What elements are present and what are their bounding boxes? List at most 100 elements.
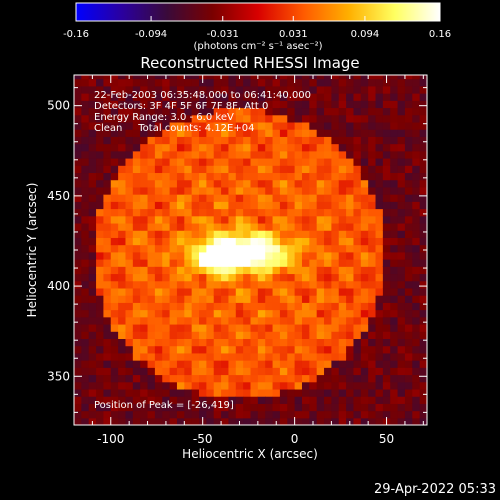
heatmap-pixel [375,309,384,318]
heatmap-pixel [375,259,384,267]
heatmap-pixel [88,222,97,231]
heatmap-pixel [213,302,222,311]
colorbar-ticks: -0.16 -0.094 -0.031 0.031 0.094 0.16 [63,16,451,40]
heatmap-pixel [228,352,237,361]
heatmap-pixel [88,129,97,137]
heatmap-pixel [88,251,97,260]
heatmap-pixel [397,143,406,152]
heatmap-pixel [162,338,171,347]
heatmap-pixel [353,388,362,397]
heatmap-pixel [257,136,266,145]
heatmap-pixel [96,157,105,166]
heatmap-pixel [154,107,163,116]
heatmap-pixel [103,367,112,376]
heatmap-pixel [301,215,310,224]
heatmap-pixel [162,381,171,390]
heatmap-pixel [81,331,90,340]
heatmap-pixel [235,316,244,325]
heatmap-pixel [88,100,97,109]
heatmap-pixel [412,295,421,303]
heatmap-pixel [103,338,112,347]
heatmap-pixel [346,338,355,347]
heatmap-pixel [235,129,244,137]
heatmap-pixel [287,208,296,217]
heatmap-pixel [243,388,252,397]
heatmap-pixel [199,352,207,361]
heatmap-pixel [382,201,391,210]
heatmap-pixel [206,208,215,217]
heatmap-pixel [132,309,141,318]
heatmap-pixel [88,186,97,195]
heatmap-pixel [316,78,325,87]
heatmap-pixel [353,295,362,303]
heatmap-pixel [96,323,105,332]
heatmap-pixel [404,208,413,217]
heatmap-pixel [412,107,421,116]
heatmap-pixel [375,194,384,202]
heatmap-pixel [301,222,310,231]
heatmap-pixel [96,93,105,101]
heatmap-pixel [243,338,252,347]
heatmap-pixel [191,172,200,181]
heatmap-pixel [191,396,200,404]
heatmap-pixel [309,287,318,296]
heatmap-pixel [162,114,171,123]
heatmap-pixel [118,121,127,130]
heatmap-pixel [324,417,332,425]
heatmap-pixel [140,251,149,260]
heatmap-pixel [279,360,288,368]
heatmap-pixel [125,251,134,260]
heatmap-pixel [331,201,340,210]
heatmap-pixel [316,85,325,94]
heatmap-pixel [103,287,112,296]
heatmap-pixel [346,157,355,166]
heatmap-pixel [301,388,310,397]
heatmap-pixel [404,287,413,296]
heatmap-pixel [309,78,318,87]
heatmap-pixel [184,78,193,87]
heatmap-pixel [331,410,340,419]
heatmap-pixel [404,352,413,361]
heatmap-pixel [243,302,252,311]
heatmap-pixel [331,259,340,267]
heatmap-pixel [257,273,266,282]
heatmap-pixel [132,237,141,246]
heatmap-pixel [176,237,185,246]
heatmap-pixel [132,100,141,109]
heatmap-pixel [96,381,105,390]
heatmap-pixel [221,396,230,404]
heatmap-pixel [154,410,163,419]
heatmap-pixel [279,107,288,116]
heatmap-pixel [257,396,266,404]
heatmap-pixel [324,201,332,210]
heatmap-pixel [250,121,259,130]
heatmap-pixel [250,78,259,87]
heatmap-pixel [346,259,355,267]
heatmap-pixel [309,259,318,267]
heatmap-pixel [74,345,82,354]
heatmap-pixel [279,150,288,159]
heatmap-pixel [338,222,347,231]
heatmap-pixel [184,417,193,425]
heatmap-pixel [368,251,377,260]
heatmap-pixel [412,331,421,340]
heatmap-pixel [375,316,384,325]
heatmap-pixel [316,208,325,217]
heatmap-pixel [309,302,318,311]
heatmap-pixel [118,114,127,123]
heatmap-pixel [338,266,347,275]
heatmap-pixel [412,208,421,217]
heatmap-pixel [250,338,259,347]
heatmap-pixel [132,259,141,267]
heatmap-pixel [294,165,303,174]
heatmap-pixel [132,251,141,260]
heatmap-pixel [88,107,97,116]
heatmap-pixel [199,302,207,311]
heatmap-pixel [272,100,281,109]
heatmap-pixel [360,172,369,181]
heatmap-pixel [235,259,244,267]
heatmap-pixel [228,316,237,325]
heatmap-pixel [81,381,90,390]
heatmap-pixel [287,230,296,238]
heatmap-pixel [419,194,427,202]
